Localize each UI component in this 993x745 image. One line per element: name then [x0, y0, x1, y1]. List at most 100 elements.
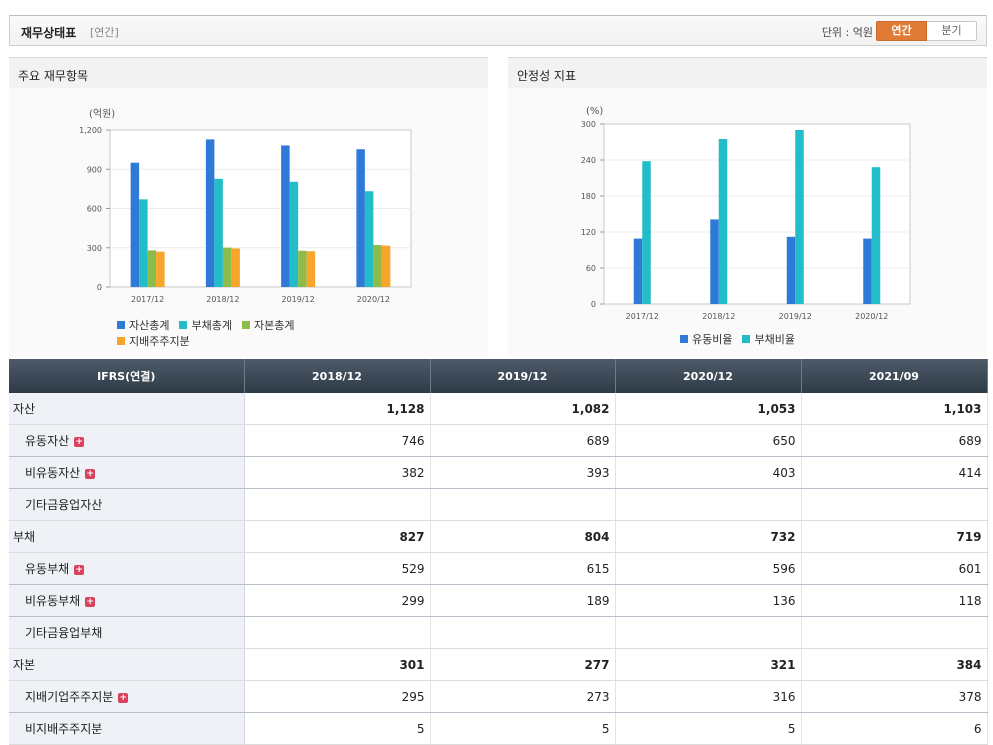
panel-title: 주요 재무항목 [18, 69, 89, 83]
y-tick-label: 1,200 [79, 126, 102, 135]
cell-2019/12: 393 [430, 456, 616, 489]
expand-icon[interactable]: + [85, 597, 96, 607]
column-header: 2021/09 [801, 359, 988, 393]
toggle-annual-button[interactable]: 연간 [876, 21, 927, 41]
y-tick-label: 180 [581, 192, 596, 201]
y-tick-label: 300 [87, 244, 102, 253]
cell-2020/12: 321 [615, 648, 802, 681]
bar-자본총계-2017/12[interactable] [147, 250, 157, 287]
bar-부채비율-2018/12[interactable] [718, 139, 728, 304]
row-label-text: 부채 [13, 530, 36, 544]
legend-item[interactable]: 부채비율 [742, 331, 795, 347]
cell-2018/12: 827 [244, 520, 431, 553]
bar-자산총계-2019/12[interactable] [281, 145, 290, 287]
row-label-text: 유동부채 [25, 562, 70, 576]
cell-2020/12: 136 [615, 584, 802, 617]
legend-item[interactable]: 자산총계 [117, 317, 169, 333]
legend-label: 자산총계 [129, 319, 170, 332]
cell-2020/12: 5 [615, 712, 802, 745]
cell-2021/09: 6 [801, 712, 988, 745]
x-tick-label: 2017/12 [626, 312, 659, 321]
bar-부채총계-2020/12[interactable] [364, 191, 374, 287]
bar-지배주주지분-2019/12[interactable] [306, 251, 316, 287]
table-row: 비유동부채 +299 189 136 118 [9, 584, 988, 617]
legend-item[interactable]: 자본총계 [241, 317, 294, 333]
legend-item[interactable]: 지배주주지분 [117, 333, 190, 349]
table-row: 자본 301 277 321 384 [9, 648, 988, 681]
toggle-quarter-button[interactable]: 분기 [927, 21, 977, 41]
bar-유동비율-2018/12[interactable] [710, 219, 719, 304]
unit-label: 단위 : 억원 [821, 26, 873, 39]
legend-swatch [179, 321, 188, 329]
table-row: 기타금융업부채 [9, 616, 988, 649]
bar-유동비율-2019/12[interactable] [786, 236, 796, 304]
y-tick-label: 300 [581, 120, 596, 129]
bar-부채비율-2020/12[interactable] [871, 167, 881, 304]
x-tick-label: 2018/12 [206, 295, 239, 304]
bar-자산총계-2020/12[interactable] [356, 149, 365, 287]
cell-2019/12: 1,082 [430, 393, 616, 425]
row-label: 기타금융업부채 [9, 616, 245, 649]
expand-icon[interactable]: + [85, 469, 96, 479]
cell-2018/12: 5 [244, 712, 431, 745]
cell-2019/12: 189 [430, 584, 616, 617]
table-row: 비지배주주지분 5 5 5 6 [9, 712, 988, 745]
bar-지배주주지분-2020/12[interactable] [381, 245, 391, 287]
cell-2019/12 [430, 616, 616, 649]
cell-2020/12: 1,053 [615, 393, 802, 425]
table-row: 유동자산 +746 689 650 689 [9, 424, 988, 457]
bar-부채비율-2017/12[interactable] [642, 161, 651, 304]
bar-부채총계-2019/12[interactable] [289, 181, 299, 287]
bar-유동비율-2020/12[interactable] [863, 238, 872, 304]
row-label-text: 자본 [13, 658, 36, 672]
financial-items-chart: 0 300 600 900 1,200 2017/12 2018/12 2019/12 2020… [79, 126, 412, 304]
balance-sheet-table: IFRS(연결) 2018/12 2019/12 2020/12 2021/09… [9, 359, 988, 745]
cell-2020/12: 732 [615, 520, 802, 553]
y-tick-label: 600 [87, 205, 102, 214]
row-label-text: 기타금융업부채 [25, 626, 103, 640]
bar-자산총계-2018/12[interactable] [205, 139, 215, 287]
bar-자본총계-2020/12[interactable] [373, 245, 382, 287]
chart-legend: 유동비율 부채비율 [680, 331, 880, 347]
column-header: IFRS(연결) [9, 359, 245, 393]
bar-지배주주지분-2017/12[interactable] [156, 251, 165, 287]
plot-area [603, 123, 911, 305]
table-row: 자산 1,128 1,082 1,053 1,103 [9, 393, 988, 425]
legend-item[interactable]: 유동비율 [680, 331, 732, 347]
bar-자산총계-2017/12[interactable] [130, 162, 140, 287]
legend-swatch [117, 321, 125, 329]
row-label: 기타금융업자산 [9, 488, 245, 521]
table-row: 비유동자산 +382 393 403 414 [9, 456, 988, 489]
expand-icon[interactable]: + [118, 693, 129, 703]
x-tick-label: 2020/12 [357, 295, 390, 304]
row-label: 자산 [9, 393, 245, 425]
x-tick-label: 2017/12 [131, 295, 164, 304]
period-toggle: 연간 분기 [876, 21, 977, 41]
bar-유동비율-2017/12[interactable] [633, 238, 643, 304]
bar-지배주주지분-2018/12[interactable] [231, 248, 240, 287]
x-tick-label: 2020/12 [855, 312, 888, 321]
table-row: 부채 827 804 732 719 [9, 520, 988, 553]
bar-부채총계-2018/12[interactable] [214, 178, 223, 287]
row-label: 비유동자산 + [9, 456, 245, 489]
cell-2018/12 [244, 616, 431, 649]
x-tick-label: 2019/12 [282, 295, 315, 304]
legend-swatch [742, 335, 751, 343]
legend-item[interactable]: 부채총계 [179, 317, 232, 333]
cell-2019/12: 5 [430, 712, 616, 745]
row-label: 비지배주주지분 [9, 712, 245, 745]
row-label: 부채 [9, 520, 245, 553]
bar-부채총계-2017/12[interactable] [139, 199, 148, 287]
column-header: 2020/12 [615, 359, 802, 393]
section-header: 재무상태표 [연간] 단위 : 억원 연간 분기 [9, 15, 987, 46]
y-tick-label: 0 [97, 283, 102, 292]
y-tick-label: 900 [87, 165, 102, 174]
expand-icon[interactable]: + [74, 437, 85, 447]
cell-2021/09: 118 [801, 584, 988, 617]
expand-icon[interactable]: + [74, 565, 85, 575]
bar-자본총계-2019/12[interactable] [298, 250, 307, 287]
bar-부채비율-2019/12[interactable] [795, 130, 804, 304]
y-tick-label: 120 [581, 228, 596, 237]
table-row: 지배기업주주지분 +295 273 316 378 [9, 680, 988, 713]
bar-자본총계-2018/12[interactable] [222, 247, 232, 287]
